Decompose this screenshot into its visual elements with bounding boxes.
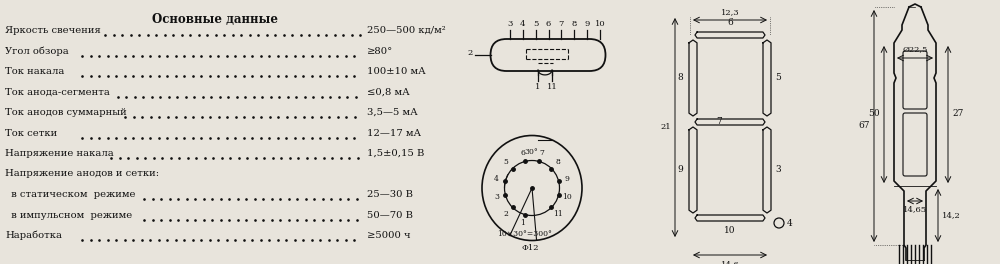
Text: Наработка: Наработка (5, 231, 62, 241)
Text: 25—30 В: 25—30 В (367, 190, 413, 199)
Text: Напряжение накала: Напряжение накала (5, 149, 114, 158)
Text: 8: 8 (572, 20, 577, 28)
Text: 1: 1 (535, 83, 541, 91)
Text: 4: 4 (494, 175, 499, 182)
Text: 50—70 В: 50—70 В (367, 210, 413, 219)
Text: Ток накала: Ток накала (5, 67, 64, 76)
Text: Основные данные: Основные данные (152, 13, 278, 26)
Text: 2: 2 (504, 210, 509, 218)
Text: 3,5—5 мА: 3,5—5 мА (367, 108, 418, 117)
Text: 250—500 кд/м²: 250—500 кд/м² (367, 26, 446, 35)
Text: 6: 6 (546, 20, 551, 28)
Text: 8: 8 (677, 73, 683, 82)
Text: 3: 3 (494, 194, 499, 201)
Text: 30°: 30° (524, 148, 538, 156)
Text: 1: 1 (520, 219, 525, 227)
Text: Ток анода-сегмента: Ток анода-сегмента (5, 87, 110, 97)
Text: 21: 21 (660, 123, 671, 131)
Text: 8: 8 (555, 158, 560, 166)
Text: ≥80°: ≥80° (367, 46, 393, 55)
Text: Напряжение анодов и сетки:: Напряжение анодов и сетки: (5, 169, 159, 178)
Text: 50: 50 (868, 110, 880, 119)
Text: 11: 11 (547, 83, 557, 91)
Text: 12—17 мА: 12—17 мА (367, 129, 421, 138)
Text: 7: 7 (559, 20, 564, 28)
Text: в импульсном  режиме: в импульсном режиме (5, 210, 132, 219)
Text: 3: 3 (507, 20, 513, 28)
Text: 9: 9 (677, 166, 683, 175)
Text: 6: 6 (520, 149, 525, 157)
Text: 14,6: 14,6 (721, 260, 739, 264)
Text: ≤0,8 мА: ≤0,8 мА (367, 87, 410, 97)
Text: 14,65: 14,65 (903, 205, 927, 213)
Text: 27: 27 (952, 110, 963, 119)
Text: Ток анодов суммарный: Ток анодов суммарный (5, 108, 127, 117)
Text: 9: 9 (565, 175, 570, 182)
Text: 10×30°=300°: 10×30°=300° (497, 229, 552, 238)
Text: Яркость свечения: Яркость свечения (5, 26, 101, 35)
Text: 100±10 мА: 100±10 мА (367, 67, 426, 76)
Text: 5: 5 (533, 20, 538, 28)
Text: 12,3: 12,3 (721, 8, 739, 16)
Text: 2: 2 (467, 49, 473, 57)
Text: 67: 67 (858, 121, 870, 130)
Text: Ток сетки: Ток сетки (5, 129, 57, 138)
Text: 11: 11 (553, 210, 563, 218)
Text: Φ12: Φ12 (522, 244, 540, 252)
Text: в статическом  режиме: в статическом режиме (5, 190, 136, 199)
Text: 7: 7 (539, 149, 544, 157)
Text: 9: 9 (584, 20, 590, 28)
Text: 10: 10 (595, 20, 605, 28)
Text: ≥5000 ч: ≥5000 ч (367, 231, 411, 240)
Text: 3: 3 (775, 166, 781, 175)
Text: 7: 7 (716, 117, 722, 126)
Text: 6: 6 (727, 18, 733, 27)
Text: 14,2: 14,2 (942, 211, 961, 219)
Text: Ø22,5: Ø22,5 (902, 45, 928, 53)
Text: 4: 4 (787, 219, 793, 228)
Text: 5: 5 (504, 158, 509, 166)
Text: 5: 5 (775, 73, 781, 82)
Text: Угол обзора: Угол обзора (5, 46, 69, 56)
Text: 4: 4 (520, 20, 526, 28)
Text: 10: 10 (562, 194, 572, 201)
Text: 10: 10 (724, 226, 736, 235)
Text: 1,5±0,15 В: 1,5±0,15 В (367, 149, 424, 158)
